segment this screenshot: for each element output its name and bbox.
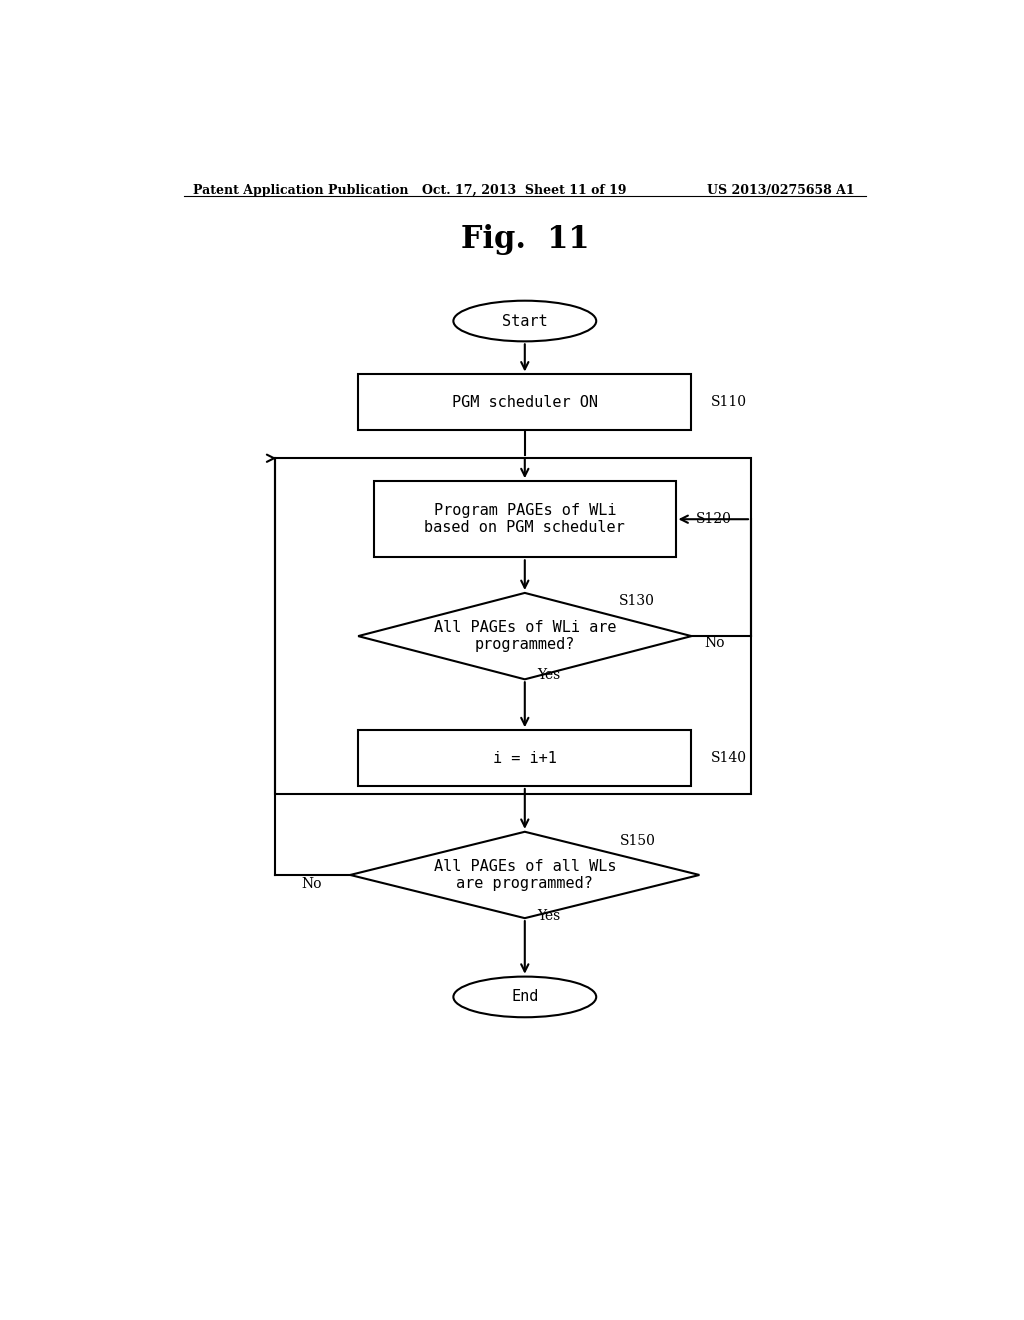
Bar [358, 375, 691, 430]
Text: Fig.  11: Fig. 11 [461, 224, 589, 256]
Text: Program PAGEs of WLi
based on PGM scheduler: Program PAGEs of WLi based on PGM schedu… [424, 503, 626, 536]
Text: S110: S110 [712, 395, 748, 409]
Polygon shape [358, 593, 691, 680]
Text: All PAGEs of all WLs
are programmed?: All PAGEs of all WLs are programmed? [433, 859, 616, 891]
Text: No: No [301, 876, 322, 891]
Text: Yes: Yes [537, 908, 560, 923]
Polygon shape [350, 832, 699, 919]
Text: Patent Application Publication: Patent Application Publication [194, 183, 409, 197]
Text: i = i+1: i = i+1 [493, 751, 557, 766]
Bar [274, 458, 751, 793]
Bar [374, 480, 676, 557]
Text: Start: Start [502, 314, 548, 329]
Bar [358, 730, 691, 785]
Ellipse shape [454, 301, 596, 342]
Text: S130: S130 [618, 594, 654, 607]
Text: S120: S120 [695, 512, 731, 527]
Text: Oct. 17, 2013  Sheet 11 of 19: Oct. 17, 2013 Sheet 11 of 19 [422, 183, 626, 197]
Text: US 2013/0275658 A1: US 2013/0275658 A1 [708, 183, 855, 197]
Text: Yes: Yes [537, 668, 560, 681]
Text: S140: S140 [712, 751, 748, 766]
Ellipse shape [454, 977, 596, 1018]
Text: All PAGEs of WLi are
programmed?: All PAGEs of WLi are programmed? [433, 620, 616, 652]
Text: End: End [511, 990, 539, 1005]
Text: No: No [705, 636, 725, 651]
Text: PGM scheduler ON: PGM scheduler ON [452, 395, 598, 409]
Text: S150: S150 [620, 834, 656, 849]
